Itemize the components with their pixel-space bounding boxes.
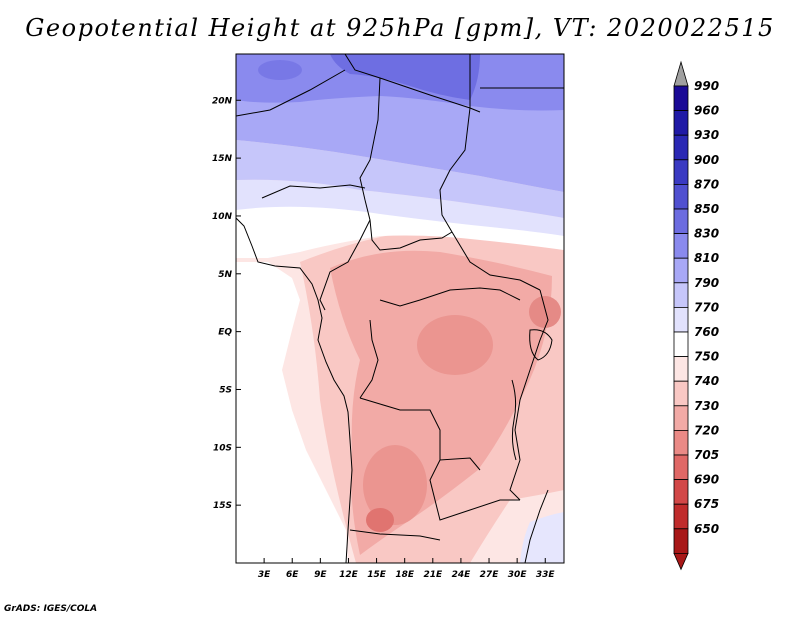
lake-tanganyika <box>511 379 517 461</box>
colorbar-label: 900 <box>694 153 719 167</box>
colorbar-swatch <box>673 85 689 112</box>
border-car-drc <box>379 287 521 307</box>
lon-tick-label: 6E <box>286 570 299 580</box>
coastline-east <box>524 489 549 563</box>
lat-tick-label: 20N <box>212 96 233 106</box>
border-nigeria-niger <box>261 184 366 199</box>
colorbar-label: 850 <box>694 202 719 216</box>
colorbar-swatch <box>673 429 689 456</box>
colorbar-swatch <box>673 233 689 259</box>
lon-tick-label: 12E <box>339 570 359 580</box>
lon-tick-label: 3E <box>258 570 271 580</box>
lon-tick-label: 24E <box>452 570 472 580</box>
lon-tick-label: 21E <box>423 570 443 580</box>
lat-tick-label: 5S <box>219 385 232 395</box>
border-sudan-southsudan <box>451 231 541 291</box>
colorbar-swatch <box>673 380 689 407</box>
colorbar-label: 740 <box>694 374 719 388</box>
colorbar-swatch <box>673 257 689 284</box>
border-zambia <box>429 459 520 521</box>
contour-760-west <box>236 262 348 563</box>
contour-850-west <box>258 60 302 80</box>
longitude-axis: 3E 6E 9E 12E 15E 18E 21E 24E 27E 30E 33E <box>258 558 556 580</box>
lat-tick-label: EQ <box>218 328 232 338</box>
colorbar-swatch <box>673 356 689 382</box>
colorbar-label: 770 <box>694 300 719 314</box>
colorbar-swatch <box>673 405 689 431</box>
border-cameroon <box>319 219 371 311</box>
coastline-west-africa <box>236 217 353 563</box>
colorbar-label: 675 <box>694 497 719 511</box>
colorbar-swatch <box>673 306 689 333</box>
contour-760-north <box>236 206 564 258</box>
border-niger-chad <box>359 77 381 201</box>
colorbar-label: 690 <box>694 473 719 487</box>
map-frame <box>235 53 565 564</box>
colorbar-swatch <box>673 208 689 235</box>
colorbar-label: 990 <box>694 79 719 93</box>
border-algeria-niger <box>236 69 346 117</box>
colorbar-swatch <box>673 479 689 505</box>
colorbar-label: 720 <box>694 423 719 437</box>
border-angola-namibia <box>349 529 441 541</box>
colorbar-swatch <box>673 282 689 308</box>
grads-credit: GrADS: IGES/COLA <box>4 604 98 614</box>
colorbar-swatch <box>673 183 689 210</box>
colorbar-swatch <box>673 159 689 185</box>
colorbar: 990 960 930 900 870 850 830 810 790 770 760 750 740 7… <box>673 60 719 571</box>
colorbar-label: 705 <box>694 448 719 462</box>
border-drc-angola <box>359 397 481 471</box>
lat-tick-label: 5N <box>218 270 232 280</box>
lake-victoria <box>529 329 553 361</box>
colorbar-swatch <box>673 528 689 554</box>
colorbar-swatch <box>673 454 689 481</box>
colorbar-swatch <box>673 110 689 136</box>
latitude-axis: 20N 15N 10N 5N EQ 5S 10S 15S <box>212 96 241 511</box>
contour-720-congo <box>417 315 493 375</box>
colorbar-swatch <box>673 134 689 161</box>
contour-720-rwanda <box>529 296 561 328</box>
lon-tick-label: 33E <box>536 570 556 580</box>
lon-tick-label: 27E <box>480 570 500 580</box>
lon-tick-label: 15E <box>367 570 387 580</box>
contour-770-southeast <box>520 512 564 563</box>
lon-tick-label: 18E <box>395 570 415 580</box>
lon-tick-label: 9E <box>314 570 327 580</box>
colorbar-label: 750 <box>694 350 719 364</box>
lon-tick-label: 30E <box>508 570 528 580</box>
lat-tick-label: 10N <box>212 212 233 222</box>
lat-tick-label: 10S <box>213 443 232 453</box>
colorbar-label: 790 <box>694 276 719 290</box>
colorbar-label: 870 <box>694 177 719 191</box>
geopotential-field <box>236 54 564 563</box>
border-east-lakes <box>509 289 549 501</box>
colorbar-label: 810 <box>694 251 719 265</box>
map-title: Geopotential Height at 925hPa [gpm], VT:… <box>25 14 775 42</box>
colorbar-label: 650 <box>694 522 719 536</box>
border-chad-car <box>364 199 453 251</box>
colorbar-label: 960 <box>694 104 719 118</box>
lat-tick-label: 15N <box>212 154 233 164</box>
colorbar-over-arrow <box>673 60 689 87</box>
colorbar-swatch <box>673 503 689 530</box>
border-congo-drc <box>359 319 379 399</box>
contour-720-south <box>363 445 427 525</box>
colorbar-label: 930 <box>694 128 719 142</box>
contour-790-north <box>236 140 564 218</box>
lat-tick-label: 15S <box>213 501 232 511</box>
colorbar-label: 730 <box>694 399 719 413</box>
coastlines-and-borders <box>236 54 564 563</box>
contour-850-north <box>330 54 480 100</box>
colorbar-swatch <box>673 331 689 358</box>
border-chad-sudan <box>439 107 471 233</box>
contour-705-south <box>366 508 394 532</box>
colorbar-under-arrow <box>673 553 689 571</box>
colorbar-label: 830 <box>694 227 719 241</box>
colorbar-label: 760 <box>694 325 719 339</box>
